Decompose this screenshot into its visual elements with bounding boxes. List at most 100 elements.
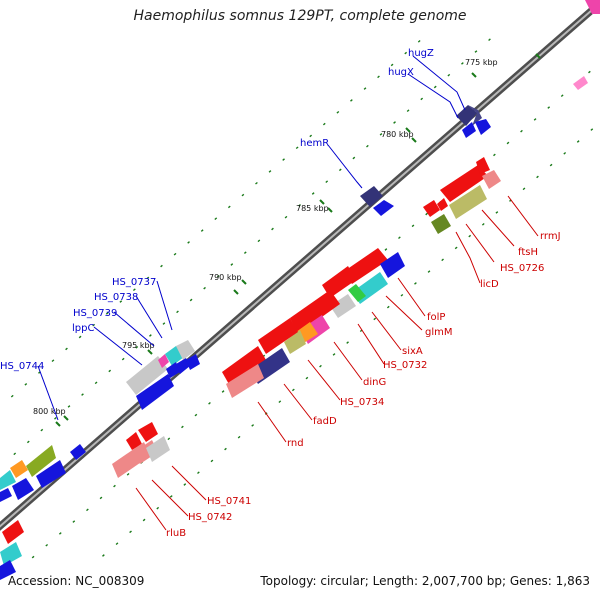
ruler-label: 790 kbp [209, 273, 242, 282]
tick-mark [379, 133, 383, 136]
tick-mark [221, 390, 225, 393]
gene-feature [166, 362, 180, 378]
tick-mark [129, 530, 132, 534]
gene-label-rluB: rluB [166, 528, 186, 539]
gene-feature [126, 356, 168, 395]
tick-mark [45, 543, 49, 547]
gene-label-HS_0744: HS_0744 [0, 361, 44, 372]
tick-mark [216, 274, 220, 278]
tick-mark [40, 428, 44, 432]
tick-mark [533, 118, 537, 121]
gene-feature [456, 105, 477, 126]
tick-mark [588, 70, 591, 74]
tick-mark [167, 437, 171, 441]
tick-mark [352, 156, 356, 160]
major-tick-mark [535, 53, 541, 59]
tick-mark [187, 241, 190, 244]
gene-label-HS_0741: HS_0741 [207, 496, 251, 507]
tick-mark [251, 424, 255, 427]
tick-mark [121, 357, 125, 361]
tick-mark [67, 405, 71, 408]
gene-feature [176, 358, 190, 374]
tick-mark [176, 310, 179, 314]
tick-mark [146, 276, 150, 280]
tick-mark [427, 270, 431, 273]
tick-mark [126, 472, 130, 476]
major-tick-mark [411, 137, 417, 143]
tick-mark [99, 496, 103, 500]
tick-mark [102, 554, 105, 557]
major-tick-mark [471, 72, 477, 78]
tick-mark [474, 50, 478, 53]
tick-mark [78, 335, 82, 339]
tick-mark [105, 312, 109, 315]
gene-label-hugZ: hugZ [408, 48, 434, 59]
tick-mark [441, 258, 444, 262]
tick-mark [493, 153, 496, 157]
gene-label-folP: folP [427, 312, 445, 323]
gene-feature [0, 488, 12, 502]
tick-mark [549, 163, 553, 167]
tick-mark [495, 211, 499, 214]
gene-feature [226, 364, 264, 398]
gene-feature [343, 248, 388, 284]
tick-mark [447, 73, 451, 77]
gene-feature [573, 76, 588, 90]
tick-mark [386, 305, 390, 309]
major-tick-mark [233, 289, 239, 295]
gene-feature [158, 354, 169, 368]
tick-mark [243, 251, 247, 254]
major-tick-mark [405, 127, 411, 133]
tick-mark [24, 383, 28, 386]
tick-mark [81, 393, 84, 396]
ruler-label: 800 kbp [33, 407, 66, 416]
tick-mark [400, 293, 404, 297]
tick-mark [506, 141, 510, 145]
tick-mark [384, 248, 388, 251]
tick-mark [322, 122, 326, 126]
gene-feature [36, 460, 66, 488]
forward-genes [0, 0, 600, 502]
map-title: Haemophilus somnus 129PT, complete genom… [133, 8, 467, 24]
gene-feature [70, 444, 86, 460]
gene-label-lppC: lppC [72, 323, 94, 334]
tick-mark [425, 212, 428, 216]
tick-mark [406, 109, 410, 113]
gene-feature [138, 422, 158, 442]
tick-mark [113, 484, 116, 488]
tick-mark [346, 341, 349, 344]
leader-lines [37, 55, 539, 531]
tick-mark [377, 75, 380, 79]
tick-mark [197, 471, 200, 475]
tick-mark [115, 542, 119, 546]
tick-mark [268, 170, 272, 173]
gene-feature [462, 122, 476, 138]
gene-label-HS_0737: HS_0737 [112, 277, 156, 288]
topology-summary: Topology: circular; Length: 2,007,700 bp… [260, 574, 590, 588]
tick-mark [13, 452, 17, 456]
tick-mark [468, 234, 472, 238]
tick-mark [284, 215, 288, 219]
major-tick-mark [147, 349, 153, 355]
tick-mark [257, 239, 261, 243]
ruler-label: 780 kbp [381, 130, 414, 139]
tick-mark [350, 99, 353, 102]
major-tick-mark [319, 199, 325, 205]
tick-mark [162, 322, 166, 325]
tick-mark [224, 447, 227, 451]
tick-mark [65, 347, 68, 351]
gene-feature [176, 340, 195, 360]
tick-mark [291, 388, 295, 392]
tick-mark [156, 506, 160, 510]
gene-label-licD: licD [480, 279, 499, 290]
gene-feature [26, 445, 56, 477]
gene-feature [258, 318, 298, 354]
tick-mark [72, 520, 76, 523]
tick-mark [454, 246, 458, 250]
gene-feature [468, 105, 482, 126]
gene-feature [360, 186, 383, 207]
gene-label-rrmJ: rrmJ [540, 231, 561, 242]
gene-feature [380, 252, 405, 278]
gene-feature [12, 478, 34, 500]
tick-mark [393, 121, 396, 124]
